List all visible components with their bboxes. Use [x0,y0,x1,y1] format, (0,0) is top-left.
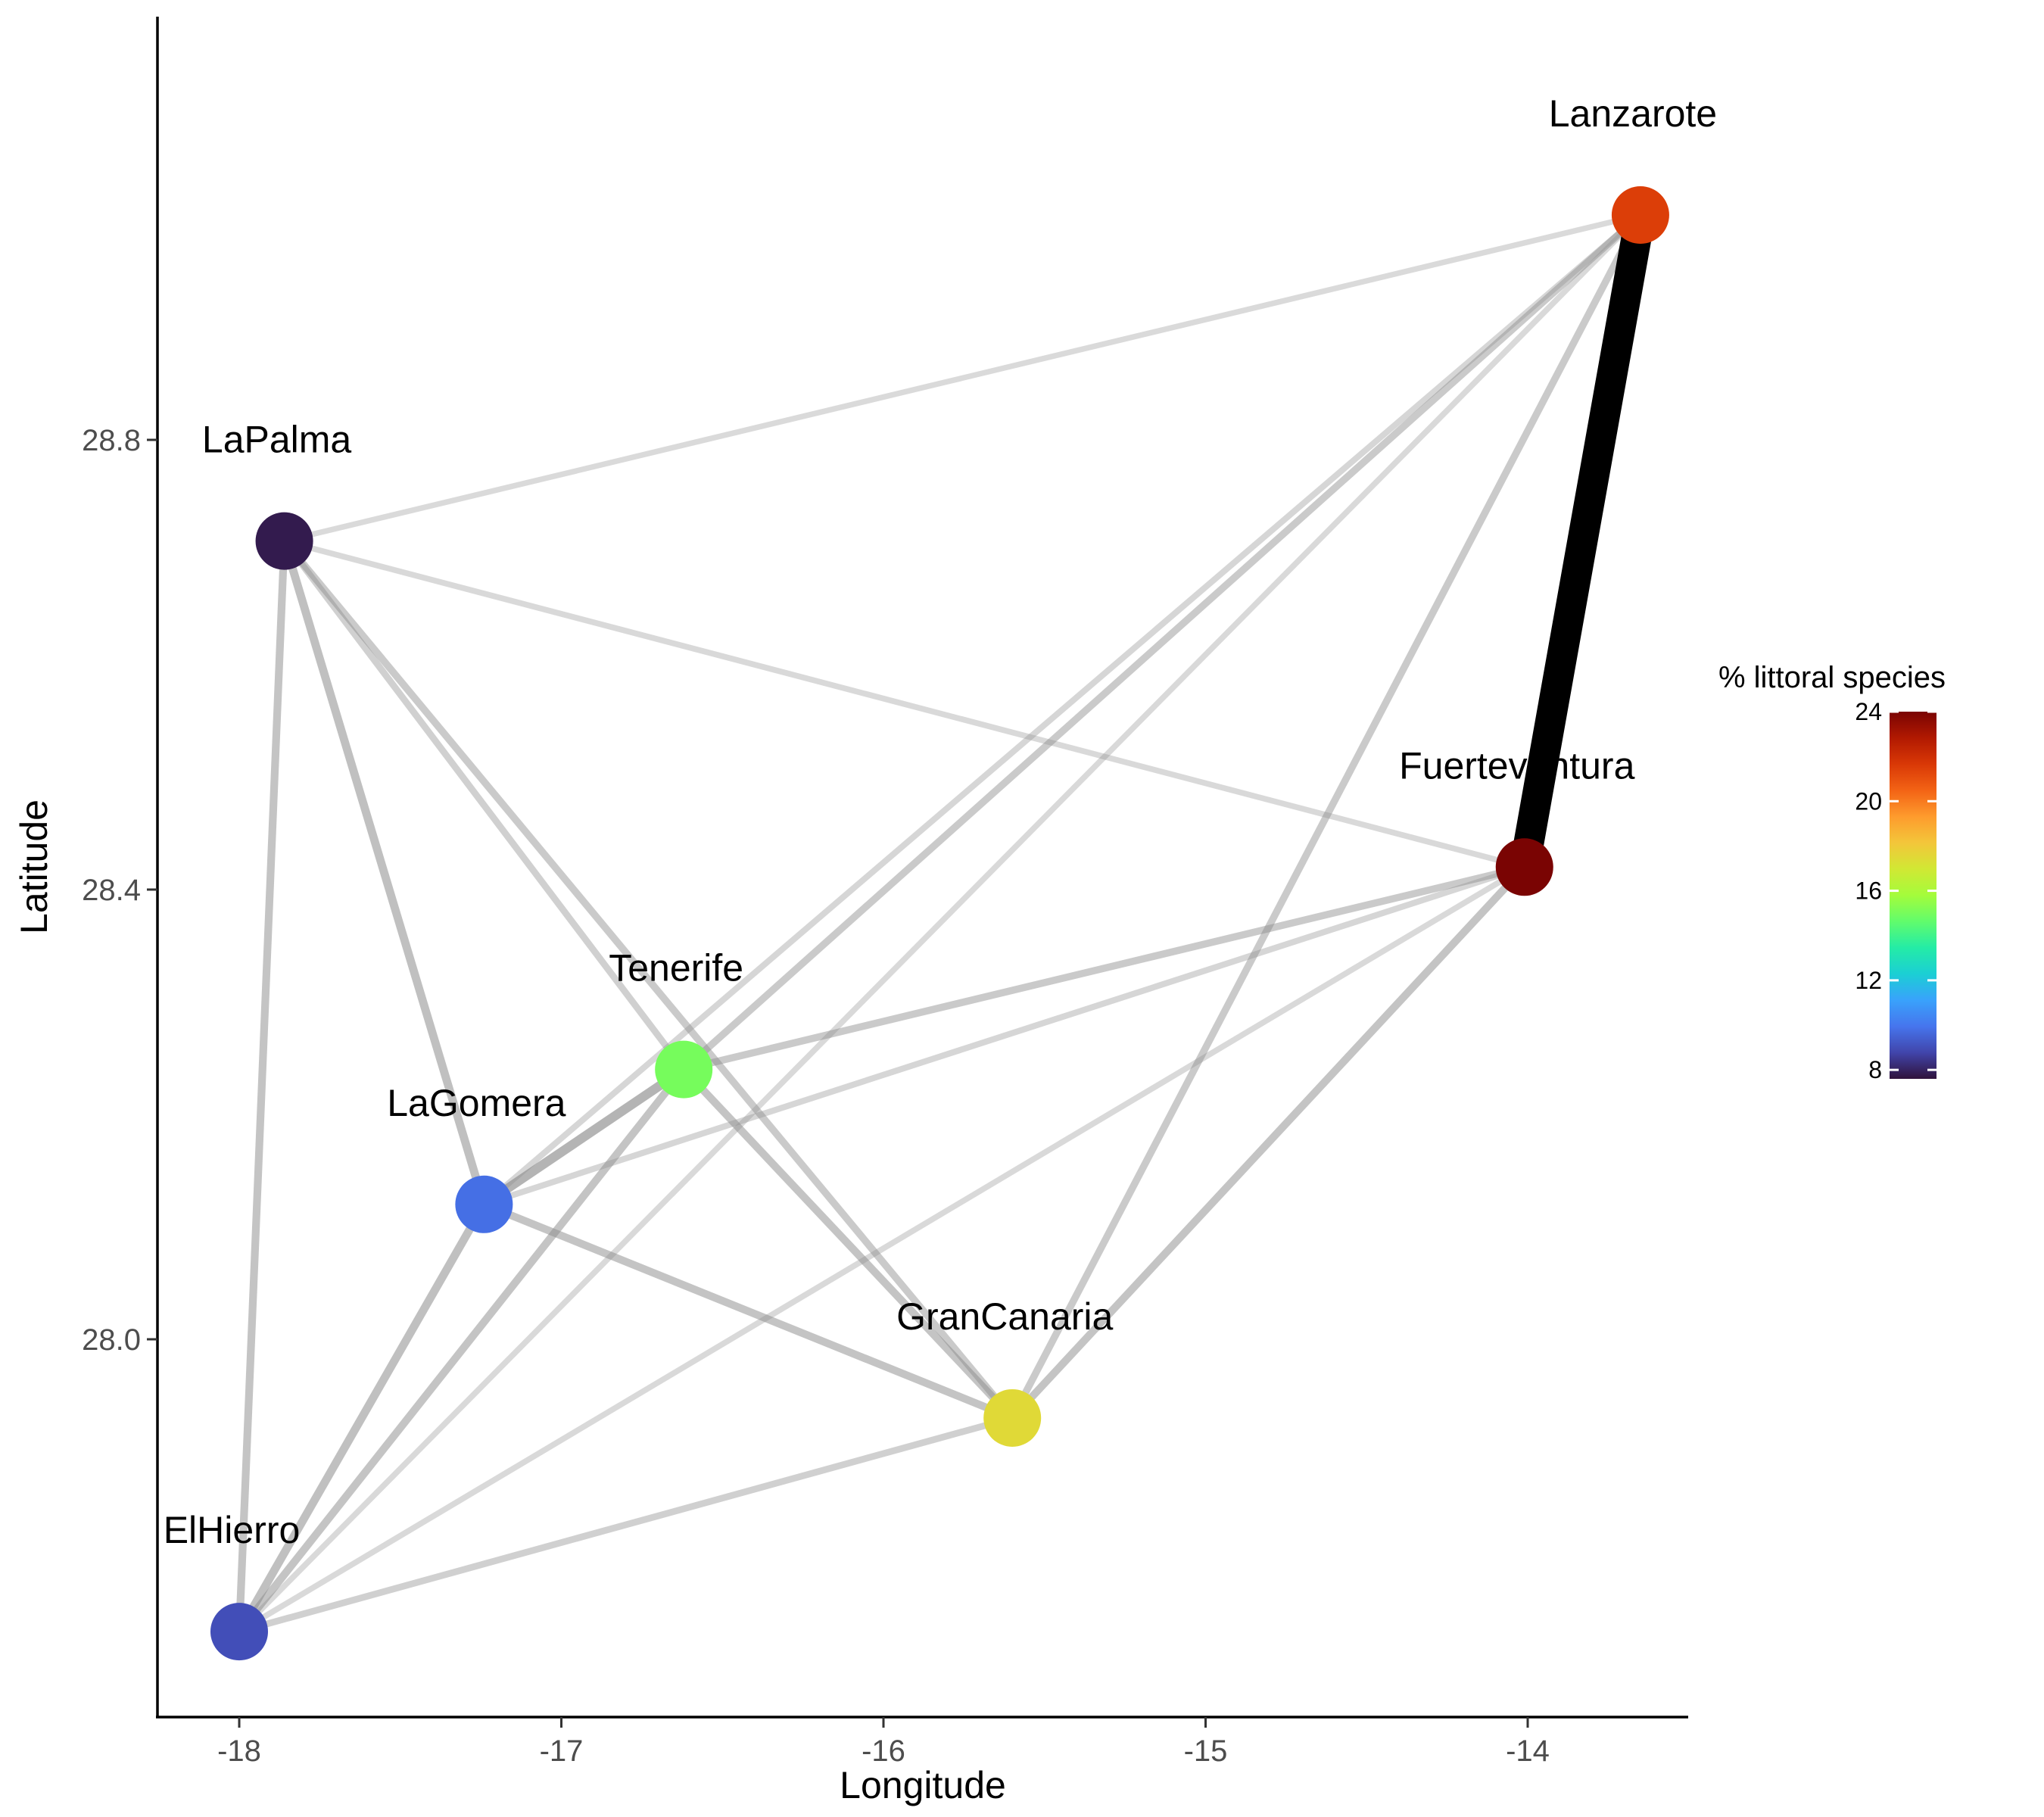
edge-lanzarote-fuerteventura [1510,212,1656,870]
edge-lanzarote-tenerife [681,212,1644,1073]
edge-tenerife-elhierro [235,1067,687,1635]
edge-tenerife-lagomera [481,1065,687,1208]
legend-ticks: 8 12 16 20 24 [1855,698,1937,1083]
legend-tick-label: 16 [1855,877,1882,905]
edge-fuerteventura-lagomera [483,864,1525,1208]
x-axis-title: Longitude [840,1764,1006,1806]
edge-lapalma-fuerteventura [283,538,1525,871]
legend-colorbar [1890,712,1937,1079]
edge-lapalma-elhierro [235,541,288,1632]
y-tick-label: 28.0 [82,1323,141,1357]
x-tick-label: -14 [1506,1734,1550,1768]
edge-lapalma-grancanaria [281,538,1015,1420]
edge-fuerteventura-elhierro [238,864,1526,1635]
x-tick-label: -16 [862,1734,905,1768]
edge-tenerife-grancanaria [681,1067,1015,1421]
y-axis-title: Latitude [13,799,55,934]
edges-layer [235,212,1656,1635]
x-tick-label: -18 [217,1734,261,1768]
node-label-tenerife: Tenerife [609,947,743,990]
y-ticks: 28.0 28.4 28.8 [82,424,157,1357]
edge-lagomera-grancanaria [482,1201,1014,1422]
node-labels-layer: Lanzarote LaPalma Fuerteventura Tenerife LaG… [164,92,1717,1551]
color-legend: % littoral species 8 12 16 20 24 [1718,661,1946,1083]
x-tick-label: -17 [540,1734,584,1768]
y-tick-label: 28.4 [82,874,141,907]
node-label-lagomera: LaGomera [387,1082,566,1124]
node-grancanaria [983,1388,1042,1447]
node-lagomera [455,1175,513,1233]
nodes-layer [210,186,1669,1661]
edge-lanzarote-lagomera [481,212,1643,1207]
edge-lagomera-elhierro [235,1202,488,1634]
legend-tick-label: 8 [1868,1056,1882,1083]
node-fuerteventura [1495,838,1553,896]
x-ticks: -18 -17 -16 -15 -14 [217,1717,1550,1768]
legend-title: % littoral species [1718,661,1946,694]
node-lapalma [255,512,313,570]
node-label-lanzarote: Lanzarote [1549,92,1717,135]
edge-fuerteventura-grancanaria [1009,864,1528,1421]
node-label-fuerteventura: Fuerteventura [1399,744,1634,787]
edge-fuerteventura-tenerife [683,863,1525,1074]
edge-lapalma-tenerife [282,538,687,1072]
node-label-lapalma: LaPalma [202,419,352,461]
y-tick-label: 28.8 [82,424,141,457]
legend-tick-label: 12 [1855,967,1882,994]
node-tenerife [655,1040,713,1099]
legend-tick-label: 24 [1855,698,1882,725]
edge-lanzarote-lapalma [283,212,1641,544]
edge-lapalma-lagomera [280,540,488,1206]
node-elhierro [210,1603,268,1661]
node-label-elhierro: ElHierro [164,1509,301,1551]
edge-lanzarote-elhierro [237,213,1643,1634]
node-label-grancanaria: GranCanaria [896,1295,1113,1338]
edge-lanzarote-grancanaria [1008,213,1644,1420]
node-lanzarote [1611,186,1669,244]
legend-tick-label: 20 [1855,787,1882,815]
x-tick-label: -15 [1184,1734,1228,1768]
edge-grancanaria-elhierro [238,1414,1014,1635]
